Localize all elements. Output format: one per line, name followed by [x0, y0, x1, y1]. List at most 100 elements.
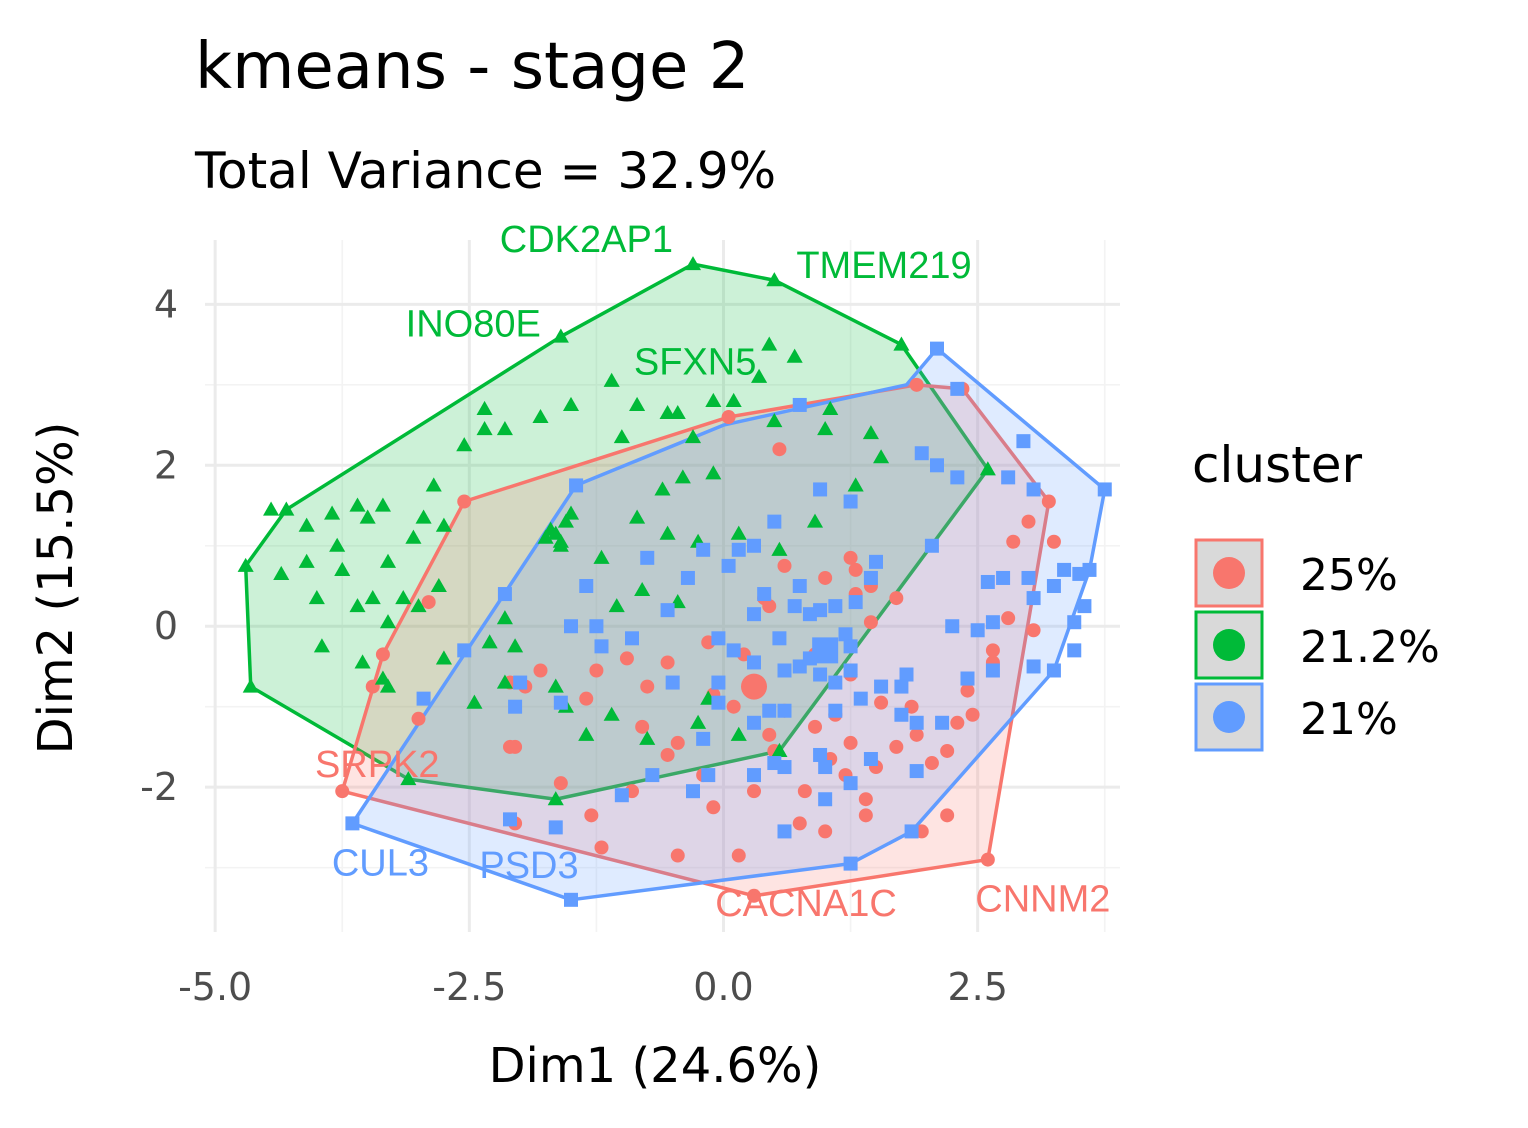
point-triangle: [979, 461, 996, 476]
point-triangle: [873, 449, 890, 464]
point-square: [985, 615, 1000, 630]
y-tick-label: -2: [140, 765, 178, 809]
point-circle: [777, 558, 792, 573]
point-circle: [940, 808, 955, 823]
point-triangle: [629, 396, 646, 411]
point-square: [569, 478, 584, 493]
point-circle: [909, 727, 924, 742]
point-circle: [553, 776, 568, 791]
y-tick-label: 2: [154, 443, 178, 487]
point-square: [747, 538, 761, 553]
point-square: [813, 667, 828, 682]
point-square: [843, 776, 858, 791]
point-square: [930, 458, 944, 473]
point-square: [747, 768, 761, 783]
point-square: [564, 619, 578, 634]
legend-title: cluster: [1192, 436, 1362, 494]
point-circle: [640, 679, 655, 694]
point-triangle: [435, 517, 452, 532]
point-triangle: [562, 396, 580, 411]
point-square: [1057, 562, 1072, 577]
cluster-centroids: [741, 637, 839, 700]
point-square: [457, 643, 472, 658]
point-circle: [843, 550, 858, 565]
x-axis-title: Dim1 (24.6%): [489, 1038, 822, 1094]
point-triangle: [298, 553, 315, 568]
point-circle: [797, 784, 812, 799]
point-square: [777, 760, 792, 775]
point-square: [930, 341, 944, 356]
point-circle: [858, 808, 873, 823]
point-triangle: [496, 674, 513, 689]
point-triangle: [263, 501, 280, 516]
point-square: [950, 470, 965, 485]
point-circle: [980, 852, 995, 867]
point-triangle: [608, 598, 625, 613]
point-square: [1026, 659, 1041, 674]
point-square: [645, 768, 660, 783]
point-triangle: [639, 730, 656, 745]
point-circle: [985, 643, 1000, 658]
point-triangle: [400, 771, 417, 786]
point-triangle: [552, 328, 569, 343]
point-triangle: [313, 638, 330, 653]
point-square: [924, 538, 939, 553]
point-circle: [924, 756, 939, 771]
point-square: [792, 579, 807, 593]
point-square: [731, 542, 746, 557]
point-triangle: [324, 505, 341, 520]
x-tick-label: 0.0: [693, 965, 753, 1009]
hull-21%: [350, 346, 1107, 902]
point-circle: [950, 715, 965, 730]
point-labels: CDK2AP1 TMEM219 INO80E SFXN5 SRPK2 CACNA1C CNN…: [315, 219, 1110, 925]
legend-key-marker: [1213, 701, 1245, 733]
chart-title: kmeans - stage 2: [195, 30, 749, 104]
point-triangle: [603, 372, 620, 387]
chart-subtitle: Total Variance = 32.9%: [194, 142, 776, 200]
point-triangle: [562, 505, 580, 520]
point-square: [818, 792, 833, 807]
point-triangle: [273, 565, 290, 580]
point-circle: [589, 663, 604, 678]
point-square: [894, 707, 909, 722]
point-square: [686, 784, 700, 799]
point-circle: [762, 599, 777, 614]
point-circle: [421, 595, 436, 610]
point-square: [838, 627, 853, 642]
point-square: [762, 703, 777, 718]
point-square: [680, 570, 695, 585]
point-triangle: [766, 272, 783, 287]
point-square: [772, 631, 787, 646]
point-square: [757, 587, 772, 602]
point-square: [996, 570, 1011, 585]
point-square: [828, 703, 843, 718]
point-square: [696, 731, 711, 746]
point-circle: [670, 735, 685, 750]
point-triangle: [771, 541, 788, 556]
point-triangle: [532, 408, 549, 424]
point-circle: [731, 848, 746, 863]
legend-key-marker: [1213, 557, 1245, 589]
point-triangle: [481, 634, 498, 649]
point-circle: [533, 663, 548, 678]
point-triangle: [496, 421, 513, 436]
point-circle: [808, 719, 822, 734]
point-triangle: [659, 404, 676, 420]
point-circle: [889, 591, 904, 606]
point-triangle: [364, 590, 381, 605]
point-circle: [584, 808, 599, 823]
point-square: [909, 715, 924, 730]
point-circle: [909, 377, 924, 392]
point-square: [843, 494, 858, 509]
point-circle: [1041, 494, 1056, 509]
point-circle: [1026, 623, 1041, 638]
y-tick-label: 0: [154, 604, 178, 648]
point-triangle: [405, 529, 422, 544]
point-circle: [843, 735, 858, 750]
data-points: [237, 256, 1112, 907]
point-square: [503, 812, 517, 827]
point-square: [904, 824, 919, 839]
point-circle: [1021, 514, 1036, 529]
point-triangle: [547, 791, 564, 806]
point-triangle: [669, 404, 686, 420]
